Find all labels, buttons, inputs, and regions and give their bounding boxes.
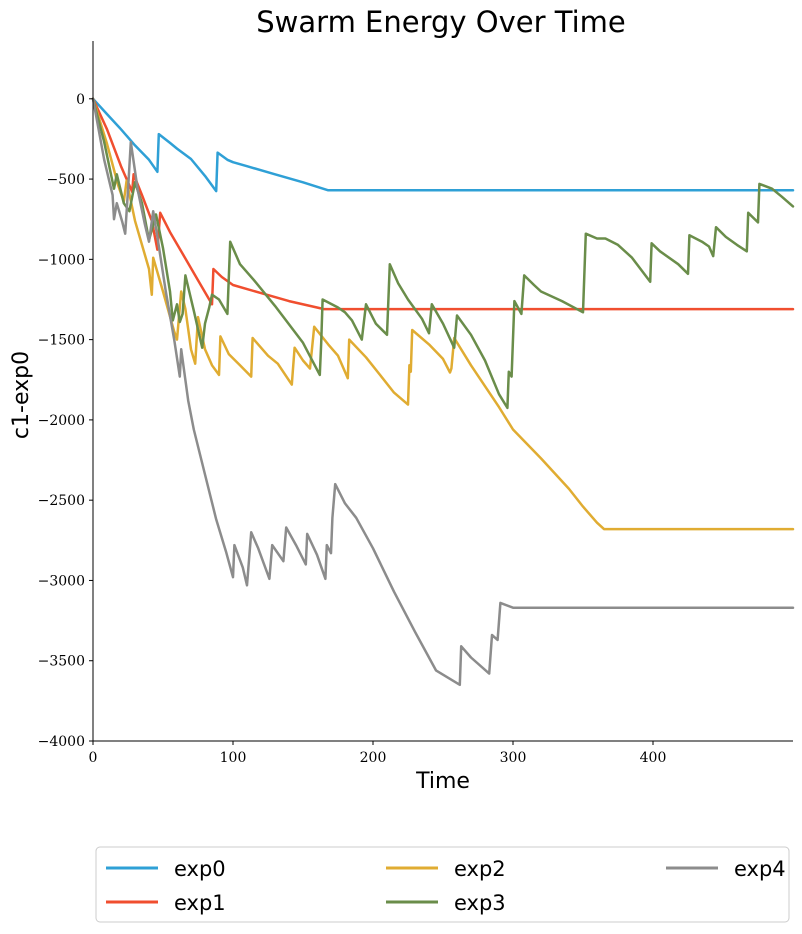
- x-axis-label: Time: [415, 769, 470, 794]
- y-tick-label: 0: [76, 92, 85, 108]
- series-line-exp3: [91, 97, 795, 410]
- y-tick-label: −3500: [38, 654, 85, 670]
- y-tick-label: −3000: [38, 573, 85, 589]
- x-tick-label: 100: [220, 750, 247, 766]
- plot-area: 0 100 200 300 400 0 −500 −1000 −1500 −2000 −2500 −…: [38, 41, 795, 766]
- y-ticks: 0 −500 −1000 −1500 −2000 −2500 −3000 −3500 −4000: [38, 92, 93, 750]
- series-line-exp0: [91, 97, 795, 193]
- legend-label-exp3: exp3: [454, 891, 506, 915]
- x-tick-label: 400: [640, 750, 667, 766]
- legend-label-exp2: exp2: [454, 857, 506, 881]
- legend-entries: exp0 exp1 exp2 exp3 exp4: [106, 857, 786, 915]
- series-line-exp1: [91, 97, 795, 311]
- y-tick-label: −1500: [38, 333, 85, 349]
- legend-label-exp4: exp4: [734, 857, 786, 881]
- legend-label-exp1: exp1: [174, 891, 226, 915]
- y-tick-label: −1000: [38, 252, 85, 268]
- y-axis-label: c1-exp0: [9, 351, 34, 439]
- x-tick-label: 0: [89, 750, 98, 766]
- y-tick-label: −2500: [38, 493, 85, 509]
- chart-title: Swarm Energy Over Time: [256, 5, 625, 39]
- x-tick-label: 200: [360, 750, 387, 766]
- y-tick-label: −500: [47, 172, 85, 188]
- x-tick-label: 300: [500, 750, 527, 766]
- y-tick-label: −4000: [38, 734, 85, 750]
- legend-label-exp0: exp0: [174, 857, 226, 881]
- series-line-exp4: [91, 97, 795, 687]
- series-layer: [91, 97, 795, 687]
- legend-frame: [95, 846, 790, 923]
- y-tick-label: −2000: [38, 413, 85, 429]
- x-ticks: 0 100 200 300 400: [89, 741, 667, 766]
- series-line-exp2: [91, 97, 795, 531]
- legend: exp0 exp1 exp2 exp3 exp4: [95, 846, 790, 923]
